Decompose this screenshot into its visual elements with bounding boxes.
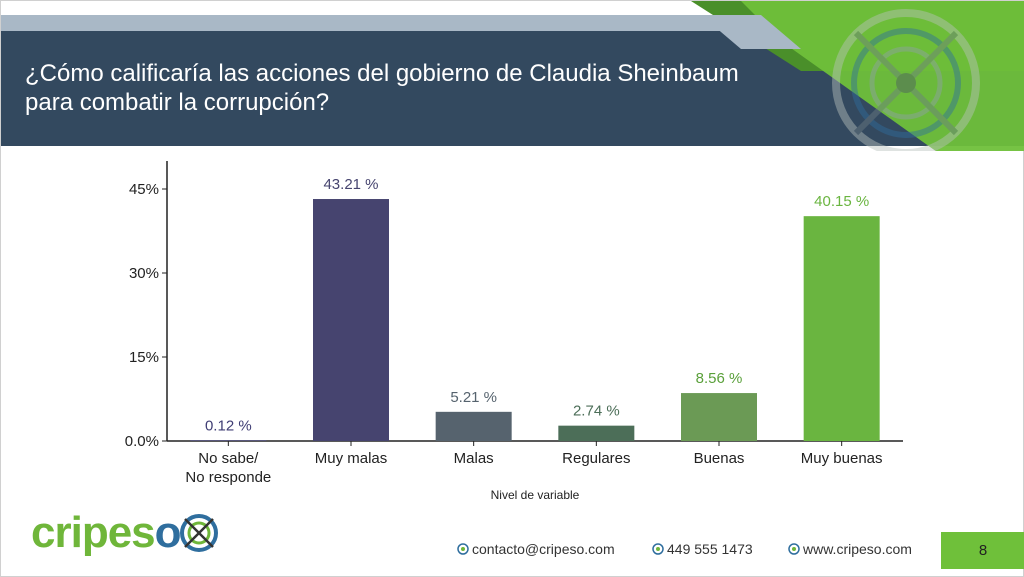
- x-tick-label: Malas: [454, 450, 494, 467]
- contact-phone[interactable]: 449 555 1473: [652, 541, 753, 557]
- globe-icon: [457, 543, 469, 555]
- slide-title: ¿Cómo calificaría las acciones del gobie…: [25, 60, 739, 116]
- data-label: 0.12 %: [205, 417, 252, 434]
- x-tick-label: Muy malas: [315, 450, 388, 467]
- cripeso-logo: cripeso: [31, 501, 219, 565]
- compass-watermark-icon: [832, 9, 980, 151]
- data-label: 2.74 %: [573, 403, 620, 420]
- page-number: 8: [941, 532, 1024, 569]
- data-label: 43.21 %: [323, 176, 378, 193]
- data-label: 40.15 %: [814, 193, 869, 210]
- x-tick-label: Muy buenas: [801, 450, 883, 467]
- x-tick-label: Buenas: [694, 450, 745, 467]
- data-label: 8.56 %: [696, 370, 743, 387]
- y-tick-label: 45%: [129, 181, 159, 198]
- contact-email[interactable]: contacto@cripeso.com: [457, 541, 615, 557]
- bar: [558, 425, 635, 441]
- header-band: [1, 1, 1024, 151]
- globe-icon: [788, 543, 800, 555]
- data-label: 5.21 %: [450, 389, 497, 406]
- contact-website-text: www.cripeso.com: [803, 541, 912, 557]
- logo-compass-icon: [179, 514, 218, 552]
- y-tick-label: 30%: [129, 265, 159, 282]
- x-tick-label: No sabe/No responde: [185, 450, 271, 486]
- bar: [313, 199, 389, 441]
- contact-website[interactable]: www.cripeso.com: [788, 541, 912, 557]
- x-axis-title: Nivel de variable: [491, 488, 580, 502]
- logo-wordmark: cripeso: [31, 508, 182, 557]
- contact-email-text: contacto@cripeso.com: [472, 541, 615, 557]
- bar: [803, 216, 880, 441]
- bar-chart: 0.0% 15% 30% 45% 0.12 % No sabe/No responde 43…: [125, 161, 903, 502]
- bar: [435, 411, 512, 441]
- y-tick-label: 0.0%: [125, 433, 159, 450]
- bar: [190, 440, 267, 441]
- y-tick-label: 15%: [129, 349, 159, 366]
- x-tick-label: Regulares: [562, 450, 630, 467]
- bar: [681, 393, 757, 441]
- globe-icon: [652, 543, 664, 555]
- contact-phone-text: 449 555 1473: [667, 541, 753, 557]
